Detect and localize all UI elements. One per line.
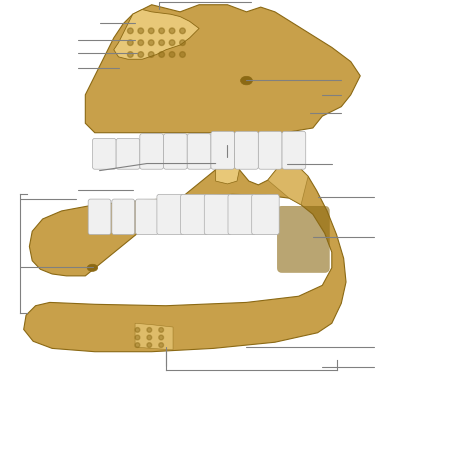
Circle shape — [159, 328, 164, 332]
Circle shape — [135, 335, 140, 340]
FancyBboxPatch shape — [164, 134, 187, 169]
Circle shape — [128, 52, 133, 57]
Polygon shape — [24, 159, 346, 352]
Circle shape — [159, 343, 164, 347]
Circle shape — [147, 335, 152, 340]
Circle shape — [138, 52, 144, 57]
FancyBboxPatch shape — [136, 199, 158, 235]
FancyBboxPatch shape — [181, 194, 208, 235]
FancyBboxPatch shape — [140, 134, 164, 169]
Circle shape — [159, 335, 164, 340]
FancyBboxPatch shape — [204, 194, 232, 235]
Circle shape — [159, 40, 164, 46]
Ellipse shape — [87, 264, 98, 271]
FancyBboxPatch shape — [187, 134, 211, 169]
FancyBboxPatch shape — [92, 138, 116, 169]
FancyBboxPatch shape — [211, 131, 235, 169]
FancyBboxPatch shape — [282, 131, 306, 169]
Circle shape — [147, 328, 152, 332]
FancyBboxPatch shape — [88, 199, 111, 235]
Circle shape — [159, 28, 164, 34]
Circle shape — [128, 28, 133, 34]
Circle shape — [169, 28, 175, 34]
FancyBboxPatch shape — [112, 199, 135, 235]
FancyBboxPatch shape — [157, 194, 184, 235]
FancyBboxPatch shape — [258, 131, 282, 169]
Circle shape — [138, 28, 144, 34]
Polygon shape — [85, 5, 360, 133]
Polygon shape — [135, 323, 173, 350]
Ellipse shape — [240, 76, 252, 85]
Polygon shape — [211, 153, 244, 160]
Circle shape — [180, 52, 185, 57]
Circle shape — [180, 40, 185, 46]
FancyBboxPatch shape — [252, 194, 279, 235]
Circle shape — [138, 40, 144, 46]
Circle shape — [148, 40, 154, 46]
Circle shape — [148, 28, 154, 34]
FancyBboxPatch shape — [277, 206, 329, 273]
Circle shape — [180, 28, 185, 34]
FancyBboxPatch shape — [228, 194, 255, 235]
Circle shape — [148, 52, 154, 57]
Polygon shape — [216, 159, 239, 184]
Circle shape — [169, 40, 175, 46]
Circle shape — [135, 343, 140, 347]
Circle shape — [128, 40, 133, 46]
Circle shape — [147, 343, 152, 347]
Circle shape — [135, 328, 140, 332]
Polygon shape — [268, 164, 308, 205]
Polygon shape — [114, 9, 199, 59]
Circle shape — [169, 52, 175, 57]
FancyBboxPatch shape — [116, 138, 140, 169]
FancyBboxPatch shape — [235, 131, 258, 169]
Circle shape — [159, 52, 164, 57]
